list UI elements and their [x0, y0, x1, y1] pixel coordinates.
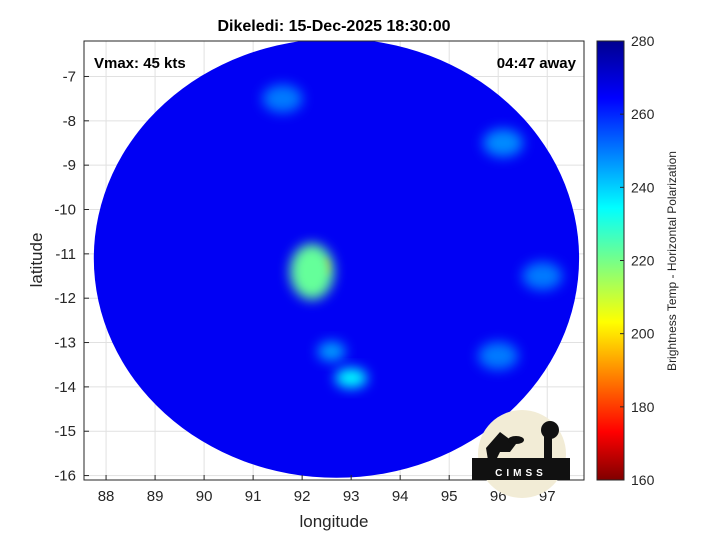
dish-icon: [508, 436, 524, 444]
colorbar: [596, 40, 625, 481]
x-axis: 88 89 90 91 92 93 94 95 96 97: [98, 475, 556, 505]
y-axis-label: latitude: [27, 233, 46, 288]
y-tick-label: -13: [54, 335, 76, 352]
feature-cloud-southeast: [478, 341, 519, 370]
x-tick-label: 93: [343, 488, 360, 505]
vmax-annotation: Vmax: 45 kts: [94, 55, 186, 72]
water-tower-leg-icon: [544, 436, 552, 460]
swath-disc: [93, 41, 580, 478]
feature-rainband-south: [335, 368, 368, 389]
water-tower-icon: [541, 421, 559, 439]
colorbar-tick-label: 280: [631, 33, 655, 49]
x-tick-label: 88: [98, 488, 115, 505]
colorbar-tick-label: 260: [631, 106, 655, 122]
colorbar-tick-label: 180: [631, 399, 655, 415]
y-tick-label: -11: [55, 246, 76, 263]
feature-cloud-east: [522, 262, 563, 291]
y-tick-label: -14: [54, 379, 76, 396]
y-tick-label: -10: [54, 202, 76, 219]
colorbar-tick-label: 220: [631, 253, 655, 269]
y-tick-label: -12: [54, 290, 76, 307]
y-axis: -7 -8 -9 -10 -11 -12 -13 -14 -15 -16: [54, 68, 89, 485]
cimss-logo: CIMSS: [472, 410, 570, 498]
swath-features: [262, 84, 563, 389]
chart-title: Dikeledi: 15-Dec-2025 18:30:00: [217, 18, 450, 35]
y-tick-label: -9: [63, 157, 76, 174]
feature-cloud-north: [262, 84, 303, 113]
y-tick-label: -7: [63, 68, 76, 85]
feature-eyewall: [289, 243, 334, 300]
plot-frame: [83, 40, 585, 481]
colorbar-ticks: 160 180 200 220 240 260 280: [620, 33, 655, 488]
x-tick-label: 94: [392, 488, 409, 505]
x-tick-label: 90: [196, 488, 213, 505]
colorbar-label: Brightness Temp - Horizontal Polarizatio…: [665, 151, 679, 371]
colorbar-tick-label: 200: [631, 326, 655, 342]
x-tick-label: 92: [294, 488, 311, 505]
feature-cloud-northeast: [483, 128, 524, 157]
x-tick-label: 95: [441, 488, 458, 505]
x-tick-label: 91: [245, 488, 262, 505]
colorbar-tick-label: 240: [631, 179, 655, 195]
logo-ground: [472, 458, 570, 480]
colorbar-tick-label: 160: [631, 472, 655, 488]
y-tick-label: -8: [63, 113, 76, 130]
x-axis-label: longitude: [299, 512, 368, 531]
y-tick-label: -15: [54, 423, 76, 440]
time-away-annotation: 04:47 away: [497, 55, 577, 72]
feature-rainband-south-2: [317, 341, 346, 362]
swath-layer: [93, 41, 580, 478]
y-tick-label: -16: [54, 468, 76, 485]
x-tick-label: 89: [147, 488, 164, 505]
logo-text: CIMSS: [495, 468, 547, 479]
